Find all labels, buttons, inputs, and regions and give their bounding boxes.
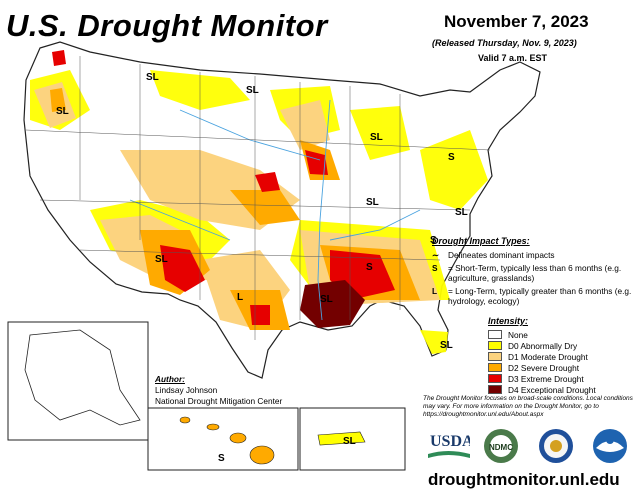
legend-label: D4 Exceptional Drought bbox=[508, 384, 596, 395]
map-label-sl: SL bbox=[343, 436, 356, 447]
legend-swatch bbox=[488, 341, 502, 350]
legend-swatch bbox=[488, 352, 502, 361]
svg-text:NDMC: NDMC bbox=[489, 443, 513, 452]
legend-item: D4 Exceptional Drought bbox=[488, 384, 596, 395]
author-heading: Author: bbox=[155, 374, 185, 384]
legend-label: D2 Severe Drought bbox=[508, 362, 580, 373]
map-label-sl: SL bbox=[146, 72, 159, 83]
map-date: November 7, 2023 bbox=[444, 12, 589, 31]
legend-label: D3 Extreme Drought bbox=[508, 373, 584, 384]
map-label-sl: SL bbox=[320, 294, 333, 305]
impact-key: L bbox=[432, 286, 438, 296]
state-boundaries bbox=[25, 56, 491, 340]
rivers bbox=[129, 99, 421, 321]
map-title: U.S. Drought Monitor bbox=[6, 8, 328, 43]
impact-row: ∼ Delineates dominant impacts bbox=[432, 250, 637, 260]
map-label-s: S bbox=[430, 235, 437, 246]
map-label-sl: SL bbox=[370, 132, 383, 143]
impact-text: Delineates dominant impacts bbox=[448, 250, 555, 260]
legend-swatch bbox=[488, 374, 502, 383]
legend-swatch bbox=[488, 330, 502, 339]
impact-line-icon: ∼ bbox=[432, 250, 439, 260]
map-label-s: S bbox=[448, 152, 455, 163]
impact-legend: Drought Impact Types: ∼ Delineates domin… bbox=[432, 236, 637, 309]
noaa-logo bbox=[592, 428, 628, 469]
impact-row: L = Long-Term, typically greater than 6 … bbox=[432, 286, 637, 306]
usda-logo: USDA bbox=[428, 428, 474, 465]
map-label-l: L bbox=[237, 292, 243, 303]
commerce-seal-logo bbox=[538, 428, 574, 469]
map-label-s: S bbox=[366, 262, 373, 273]
footnote: The Drought Monitor focuses on broad-sca… bbox=[423, 395, 633, 418]
impact-heading: Drought Impact Types: bbox=[432, 236, 530, 246]
legend-item: D2 Severe Drought bbox=[488, 362, 596, 373]
intensity-legend: Intensity: None D0 Abnormally Dry D1 Mod… bbox=[488, 316, 596, 395]
legend-item: D3 Extreme Drought bbox=[488, 373, 596, 384]
valid-time: Valid 7 a.m. EST bbox=[478, 53, 548, 63]
map-label-sl: SL bbox=[246, 85, 259, 96]
hawaii-inset bbox=[147, 407, 299, 471]
legend-item: None bbox=[488, 329, 596, 340]
impact-text: = Long-Term, typically greater than 6 mo… bbox=[448, 286, 632, 306]
map-label-sl: SL bbox=[155, 254, 168, 265]
impact-text: = Short-Term, typically less than 6 mont… bbox=[448, 263, 622, 283]
legend-item: D1 Moderate Drought bbox=[488, 351, 596, 362]
map-label-sl: SL bbox=[440, 340, 453, 351]
map-label-sl: SL bbox=[455, 207, 468, 218]
puerto-rico-inset bbox=[299, 407, 406, 471]
legend-label: D0 Abnormally Dry bbox=[508, 340, 578, 351]
author-name: Lindsay Johnson bbox=[155, 385, 218, 395]
alaska-inset bbox=[7, 321, 149, 441]
d4-area bbox=[300, 280, 365, 328]
intensity-heading: Intensity: bbox=[488, 316, 529, 326]
author-block: Author: Lindsay Johnson National Drought… bbox=[155, 374, 282, 407]
website-url[interactable]: droughtmonitor.unl.edu bbox=[428, 470, 620, 489]
legend-label: None bbox=[508, 329, 528, 340]
map-label-sl: SL bbox=[56, 106, 69, 117]
author-org: National Drought Mitigation Center bbox=[155, 396, 283, 406]
legend-item: D0 Abnormally Dry bbox=[488, 340, 596, 351]
legend-swatch bbox=[488, 385, 502, 394]
ndmc-logo: NDMC bbox=[483, 428, 519, 469]
map-label-s: S bbox=[218, 453, 225, 464]
impact-row: S = Short-Term, typically less than 6 mo… bbox=[432, 263, 637, 283]
legend-swatch bbox=[488, 363, 502, 372]
svg-text:USDA: USDA bbox=[430, 433, 470, 450]
map-label-sl: SL bbox=[366, 197, 379, 208]
impact-key: S bbox=[432, 263, 438, 273]
legend-label: D1 Moderate Drought bbox=[508, 351, 588, 362]
release-date: (Released Thursday, Nov. 9, 2023) bbox=[432, 38, 577, 48]
